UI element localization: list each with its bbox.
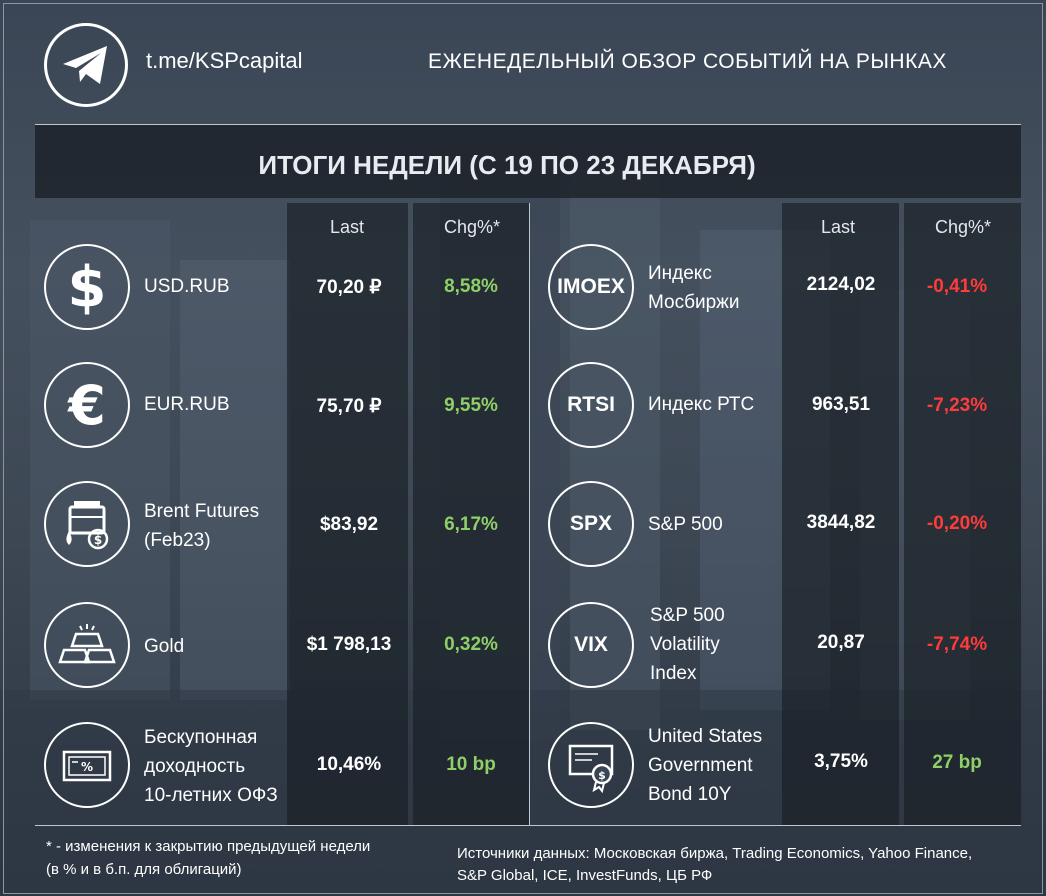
left-last-column-shade <box>287 203 408 825</box>
right-chg-column-shade <box>904 203 1021 825</box>
change-value: -7,23% <box>926 395 988 416</box>
badge-text: RTSI <box>567 393 615 416</box>
badge-text: SPX <box>569 512 613 535</box>
last-value: 2124,02 <box>806 274 876 295</box>
change-value: -0,20% <box>926 513 988 534</box>
last-value: 3,75% <box>814 751 868 772</box>
badge-text: IMOEX <box>557 275 625 298</box>
last-value: 70,20 ₽ <box>316 277 382 298</box>
instrument-name-line2: Мосбиржи <box>648 292 740 313</box>
svg-text:$: $ <box>94 533 102 547</box>
footnote-line1: * - изменения к закрытию предыдущей неде… <box>46 838 371 855</box>
rtsi-badge: RTSI <box>548 362 634 448</box>
change-value: -7,74% <box>926 634 988 655</box>
telegram-logo[interactable] <box>44 23 128 107</box>
right-last-header: Last <box>820 217 856 237</box>
imoex-badge: IMOEX <box>548 244 634 330</box>
instrument-name-line2: доходность <box>144 756 246 777</box>
us-bond-certificate-icon: $ <box>548 722 634 808</box>
last-value: 10,46% <box>316 754 382 775</box>
instrument-name-line2: (Feb23) <box>144 530 211 551</box>
instrument-name: S&P 500 <box>648 514 723 535</box>
badge-text: VIX <box>574 633 608 656</box>
instrument-name: USD.RUB <box>144 276 230 297</box>
instrument-name-line1: United States <box>648 726 763 747</box>
change-value: 10 bp <box>446 754 496 775</box>
last-value: 20,87 <box>817 632 865 653</box>
left-last-header: Last <box>329 217 365 237</box>
svg-text:%: % <box>81 760 93 774</box>
instrument-name: Gold <box>144 636 185 657</box>
change-value: -0,41% <box>926 276 988 297</box>
channel-handle[interactable]: t.me/KSPcapital <box>146 48 303 73</box>
header-title: ЕЖЕНЕДЕЛЬНЫЙ ОБЗОР СОБЫТИЙ НА РЫНКАХ <box>428 50 947 73</box>
center-divider <box>529 203 530 825</box>
instrument-name: Индекс РТС <box>648 394 755 415</box>
bottom-divider <box>35 825 1021 826</box>
oil-barrel-icon: $ <box>44 481 130 567</box>
last-value: 75,70 ₽ <box>316 396 382 417</box>
instrument-name-line3: 10-летних ОФЗ <box>144 785 278 806</box>
instrument-name-line1: Индекс <box>648 263 712 284</box>
sources-line2: S&P Global, ICE, InvestFunds, ЦБ РФ <box>457 867 713 884</box>
week-title: ИТОГИ НЕДЕЛИ (С 19 ПО 23 ДЕКАБРЯ) <box>258 150 756 180</box>
instrument-name-line1: S&P 500 <box>650 605 725 626</box>
euro-icon: € <box>44 362 130 448</box>
right-chg-header: Chg%* <box>934 217 992 237</box>
footnote-line2: (в % и в б.п. для облигаций) <box>46 861 242 878</box>
dollar-icon: $ <box>44 244 130 330</box>
instrument-name-line1: Бескупонная <box>144 727 258 748</box>
instrument-name-line3: Index <box>650 663 697 684</box>
right-last-column-shade <box>782 203 899 825</box>
bond-certificate-icon: % <box>44 722 130 808</box>
instrument-name: EUR.RUB <box>144 394 230 415</box>
sources-line1: Источники данных: Московская биржа, Trad… <box>457 845 973 862</box>
svg-text:$: $ <box>598 769 606 782</box>
change-value: 27 bp <box>932 752 982 773</box>
last-value: $1 798,13 <box>306 634 392 655</box>
change-value: 6,17% <box>444 514 498 535</box>
instrument-name-line2: Volatility <box>650 634 720 655</box>
spx-badge: SPX <box>548 481 634 567</box>
instrument-name-line2: Government <box>648 755 753 776</box>
week-banner: ИТОГИ НЕДЕЛИ (С 19 ПО 23 ДЕКАБРЯ) <box>35 125 1021 198</box>
left-chg-column-shade <box>413 203 530 825</box>
telegram-icon <box>63 46 107 84</box>
vix-badge: VIX <box>548 602 634 688</box>
change-value: 9,55% <box>444 395 498 416</box>
gold-bars-icon <box>44 602 130 688</box>
top-divider <box>35 124 1021 125</box>
last-value: 963,51 <box>811 394 871 415</box>
instrument-name-line3: Bond 10Y <box>648 784 732 805</box>
change-value: 8,58% <box>444 276 498 297</box>
change-value: 0,32% <box>444 634 498 655</box>
last-value: $83,92 <box>319 514 379 535</box>
last-value: 3844,82 <box>806 512 876 533</box>
instrument-name-line1: Brent Futures <box>144 501 260 522</box>
left-chg-header: Chg%* <box>443 217 501 237</box>
